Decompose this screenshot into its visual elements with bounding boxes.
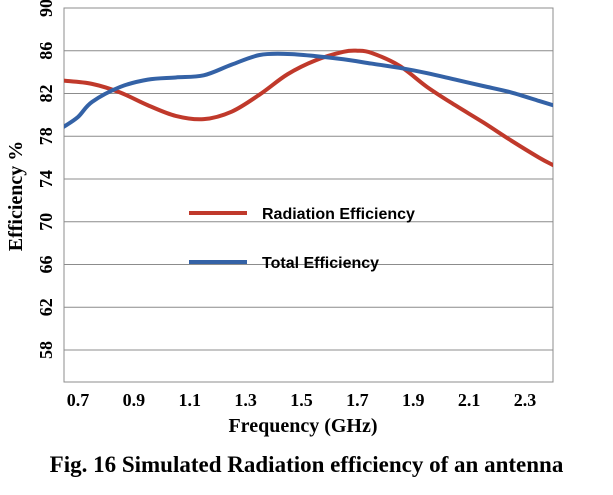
y-tick-label: 66 xyxy=(36,255,56,273)
x-tick-label: 1.5 xyxy=(290,390,313,410)
series-lines xyxy=(64,48,553,168)
y-tick-labels: 58 62 66 70 74 78 82 86 90 xyxy=(36,0,56,359)
x-tick-label: 1.7 xyxy=(346,390,369,410)
y-tick-label: 86 xyxy=(36,42,56,60)
series-line-total-efficiency xyxy=(64,51,553,129)
y-tick-label: 58 xyxy=(36,341,56,359)
y-tick-label: 62 xyxy=(36,298,56,316)
y-tick-label: 74 xyxy=(36,170,56,188)
x-tick-label: 0.7 xyxy=(67,390,90,410)
y-tick-label: 78 xyxy=(36,127,56,145)
x-tick-label: 2.3 xyxy=(514,390,537,410)
legend-label: Radiation Efficiency xyxy=(262,206,415,223)
x-tick-labels: 0.7 0.9 1.1 1.3 1.5 1.7 1.9 2.1 2.3 xyxy=(67,390,537,410)
efficiency-chart: 58 62 66 70 74 78 82 86 90 0.7 0.9 1.1 1.3 1.5 1.7 1.9… xyxy=(5,0,554,437)
series-line-radiation-efficiency xyxy=(64,48,553,168)
x-tick-label: 1.3 xyxy=(234,390,257,410)
y-tick-label: 90 xyxy=(36,0,56,17)
x-tick-label: 1.1 xyxy=(178,390,201,410)
x-axis-title: Frequency (GHz) xyxy=(228,415,377,437)
legend-label: Total Efficiency xyxy=(262,255,379,272)
gridlines xyxy=(64,7,553,351)
figure-caption: Fig. 16 Simulated Radiation efficiency o… xyxy=(49,452,564,477)
y-tick-label: 70 xyxy=(36,213,56,231)
y-tick-label: 82 xyxy=(36,84,56,102)
y-axis-title: Efficiency % xyxy=(5,141,27,252)
legend: Radiation Efficiency Total Efficiency xyxy=(189,206,415,272)
x-tick-label: 1.9 xyxy=(402,390,425,410)
x-tick-label: 2.1 xyxy=(458,390,481,410)
x-tick-label: 0.9 xyxy=(123,390,146,410)
